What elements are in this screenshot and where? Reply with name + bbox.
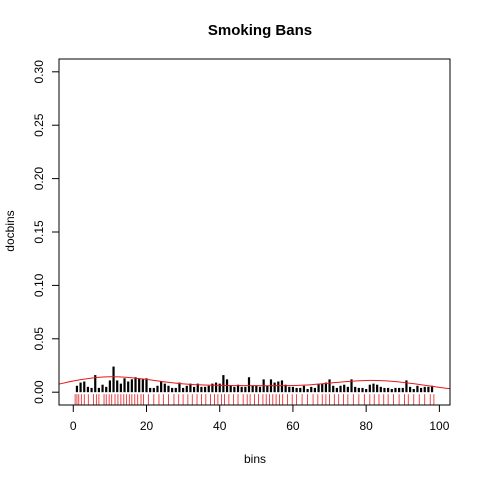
density-curve	[59, 376, 450, 390]
plot-frame	[58, 58, 451, 406]
chart-title: Smoking Bans	[208, 22, 312, 39]
x-axis-label: bins	[244, 452, 266, 466]
y-tick-label: 0.15	[32, 220, 46, 244]
x-tick-label: 40	[213, 419, 227, 433]
histogram-spikes	[75, 366, 434, 393]
y-tick-label: 0.05	[32, 327, 46, 351]
rug-marks	[74, 394, 435, 405]
density-line	[59, 376, 450, 390]
y-tick-label: 0.20	[32, 167, 46, 191]
y-tick-label: 0.25	[32, 113, 46, 137]
y-tick-label: 0.10	[32, 273, 46, 297]
y-tick-label: 0.00	[32, 380, 46, 404]
y-axis: 0.00 0.05 0.10 0.15 0.20 0.25 0.30	[32, 60, 60, 404]
x-tick-label: 80	[359, 419, 373, 433]
x-tick-label: 100	[429, 419, 449, 433]
y-axis-label: docbins	[3, 210, 17, 251]
x-tick-label: 60	[286, 419, 300, 433]
x-tick-label: 0	[70, 419, 77, 433]
x-tick-label: 20	[140, 419, 154, 433]
y-tick-label: 0.30	[32, 60, 46, 84]
